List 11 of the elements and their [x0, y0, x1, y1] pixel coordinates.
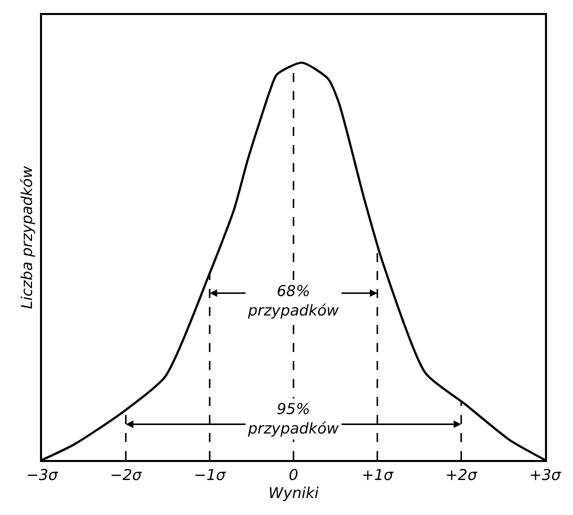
x-tick-label: −2σ — [110, 466, 142, 484]
x-tick-label: −1σ — [194, 466, 226, 484]
annotation: 95% przypadków — [247, 400, 340, 438]
x-tick-label: +2σ — [445, 466, 478, 484]
x-axis-title: Wyniki — [268, 484, 320, 502]
x-tick-label: 0 — [288, 466, 298, 484]
annotation: 68% przypadków — [247, 282, 340, 320]
y-axis-title: Liczba przypadków — [18, 165, 36, 309]
x-tick-label: +3σ — [529, 466, 562, 484]
x-tick-label: −3σ — [26, 466, 58, 484]
x-tick-label: +1σ — [362, 466, 394, 484]
